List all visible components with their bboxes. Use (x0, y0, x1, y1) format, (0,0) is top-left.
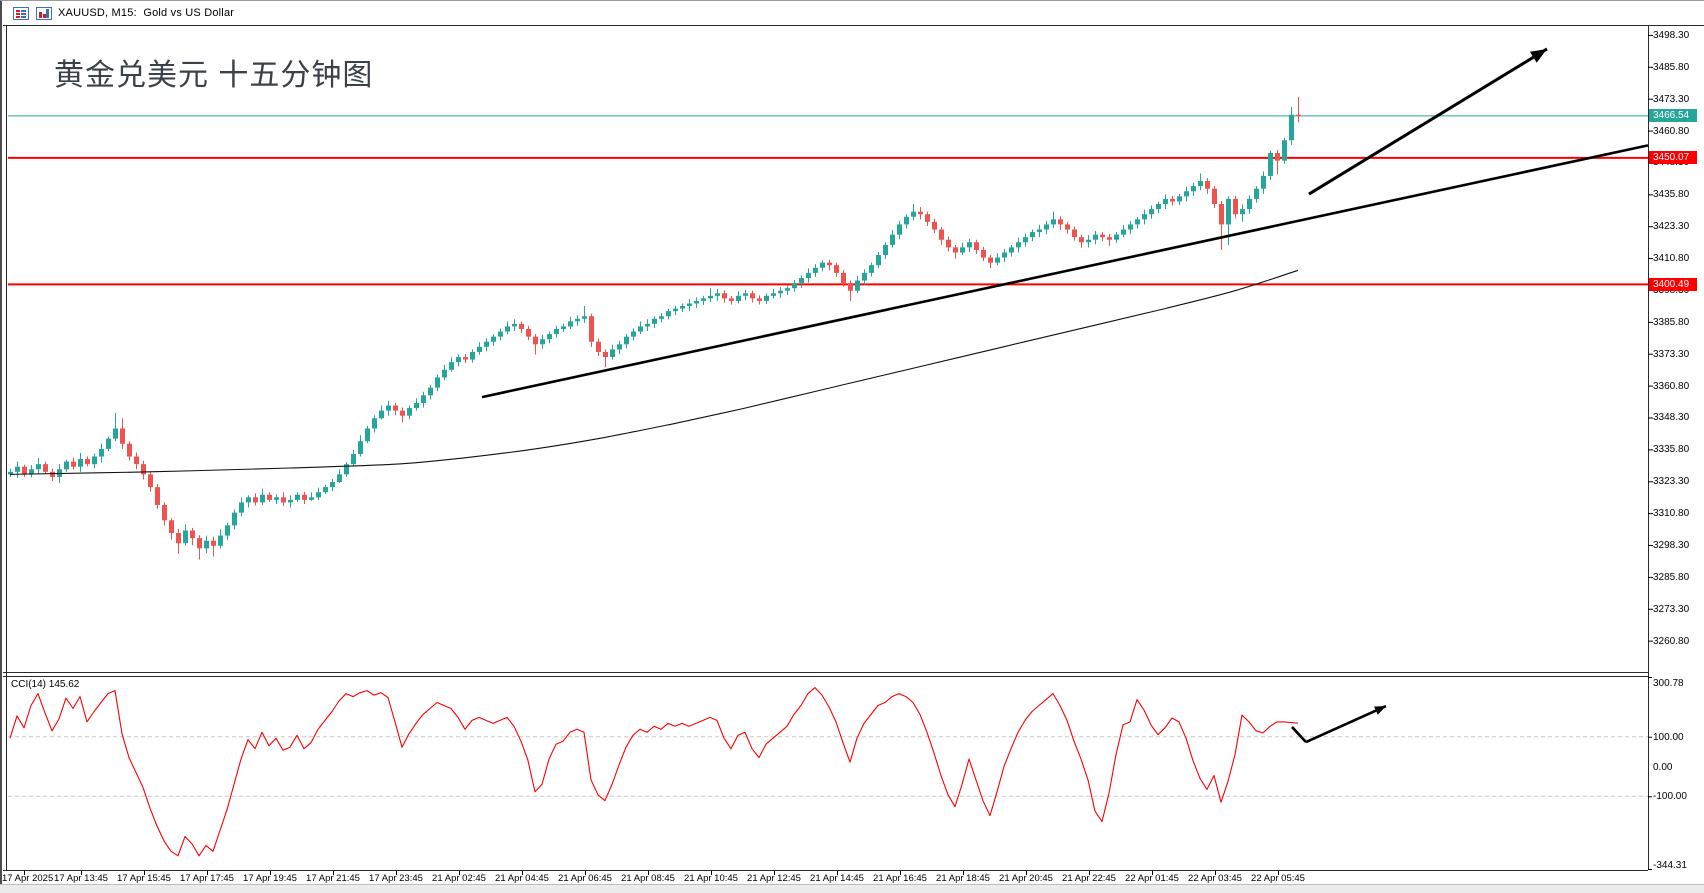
time-tick-label: 21 Apr 14:45 (810, 873, 864, 884)
time-tick-label: 21 Apr 08:45 (621, 873, 675, 884)
time-tick-label: 21 Apr 12:45 (747, 873, 801, 884)
price-tick-label: 3360.80 (1653, 380, 1690, 392)
moving-average-line[interactable] (9, 269, 1299, 475)
window-top-edge (0, 0, 1704, 1)
time-tick-label: 17 Apr 17:45 (180, 873, 234, 884)
trend-line (481, 144, 1649, 399)
price-tick-label: 3498.30 (1653, 29, 1690, 41)
time-tick-label: 21 Apr 22:45 (1062, 873, 1116, 884)
price-tick-label: 3460.80 (1653, 125, 1690, 137)
price-tick-label: 3373.30 (1653, 348, 1690, 360)
price-tick-label: 3435.80 (1653, 189, 1690, 201)
price-tick-label: 3323.30 (1653, 476, 1690, 488)
time-tick-label: 21 Apr 16:45 (873, 873, 927, 884)
cci-level-gridlines (8, 736, 1648, 797)
axis-tick-marks (24, 34, 1653, 875)
price-tick-label: 3273.30 (1653, 603, 1690, 615)
market-watch-icon[interactable] (13, 7, 29, 20)
bar-chart-icon[interactable] (36, 7, 52, 20)
cci-arrow[interactable] (1291, 704, 1387, 744)
cci-tick-label: -344.31 (1653, 860, 1687, 871)
projection-arrow[interactable] (1308, 47, 1548, 196)
price-tick-label: 3298.30 (1653, 540, 1690, 551)
price-tick-label: 3310.80 (1653, 508, 1690, 520)
price-tick-label: 3410.80 (1653, 253, 1690, 265)
time-tick-label: 21 Apr 20:45 (999, 873, 1053, 884)
time-tick-label: 21 Apr 18:45 (936, 873, 990, 884)
time-tick-label: 21 Apr 02:45 (432, 873, 486, 884)
cci-arrowhead (1374, 706, 1386, 715)
price-tick-label: 3423.30 (1653, 221, 1690, 233)
time-tick-label: 17 Apr 2025 (2, 873, 54, 884)
time-tick-label: 22 Apr 05:45 (1251, 873, 1305, 884)
panel-borders (3, 25, 1704, 871)
chart-annotation-title: 黄金兑美元 十五分钟图 (54, 59, 374, 92)
price-tick-label: 3260.80 (1653, 635, 1690, 647)
level-price-badge: 3400.49 (1649, 277, 1697, 291)
price-tick-label: 3385.80 (1653, 316, 1690, 328)
time-tick-label: 21 Apr 06:45 (558, 873, 612, 884)
time-tick-label: 22 Apr 01:45 (1125, 873, 1179, 884)
time-tick-label: 21 Apr 10:45 (684, 873, 738, 884)
symbol-label: XAUUSD, M15: Gold vs US Dollar (58, 7, 235, 19)
cci-tick-label: 0.00 (1653, 761, 1673, 773)
time-tick-label: 21 Apr 04:45 (495, 873, 549, 884)
time-tick-label: 22 Apr 03:45 (1188, 873, 1242, 884)
price-tick-label: 3285.80 (1653, 571, 1690, 583)
time-tick-label: 17 Apr 21:45 (306, 873, 360, 884)
symbol-bar: XAUUSD, M15: Gold vs US Dollar (3, 1, 1704, 25)
projection-arrowhead (1530, 48, 1547, 63)
time-tick-label: 17 Apr 23:45 (369, 873, 423, 884)
price-tick-label: 3485.80 (1653, 61, 1690, 73)
time-tick-label: 17 Apr 13:45 (54, 873, 108, 884)
current-price-badge: 3466.54 (1649, 109, 1697, 123)
cci-line (9, 687, 1299, 857)
cci-tick-label: 300.78 (1653, 678, 1684, 689)
horizontal-level-lines[interactable] (8, 115, 1648, 286)
time-tick-label: 17 Apr 15:45 (117, 873, 171, 884)
time-tick-label: 17 Apr 19:45 (243, 873, 297, 884)
cci-tick-label: -100.00 (1653, 791, 1687, 803)
cci-indicator-label: CCI(14) 145.62 (11, 679, 80, 690)
cci-tick-label: 100.00 (1653, 731, 1684, 743)
price-tick-label: 3335.80 (1653, 444, 1690, 456)
price-tick-label: 3348.30 (1653, 412, 1690, 424)
price-tick-label: 3473.30 (1653, 93, 1690, 105)
level-price-badge: 3450.07 (1649, 151, 1697, 165)
candle-series (8, 96, 1301, 560)
window-left-edge (0, 0, 2, 893)
window-bottom-strip (0, 884, 1704, 893)
